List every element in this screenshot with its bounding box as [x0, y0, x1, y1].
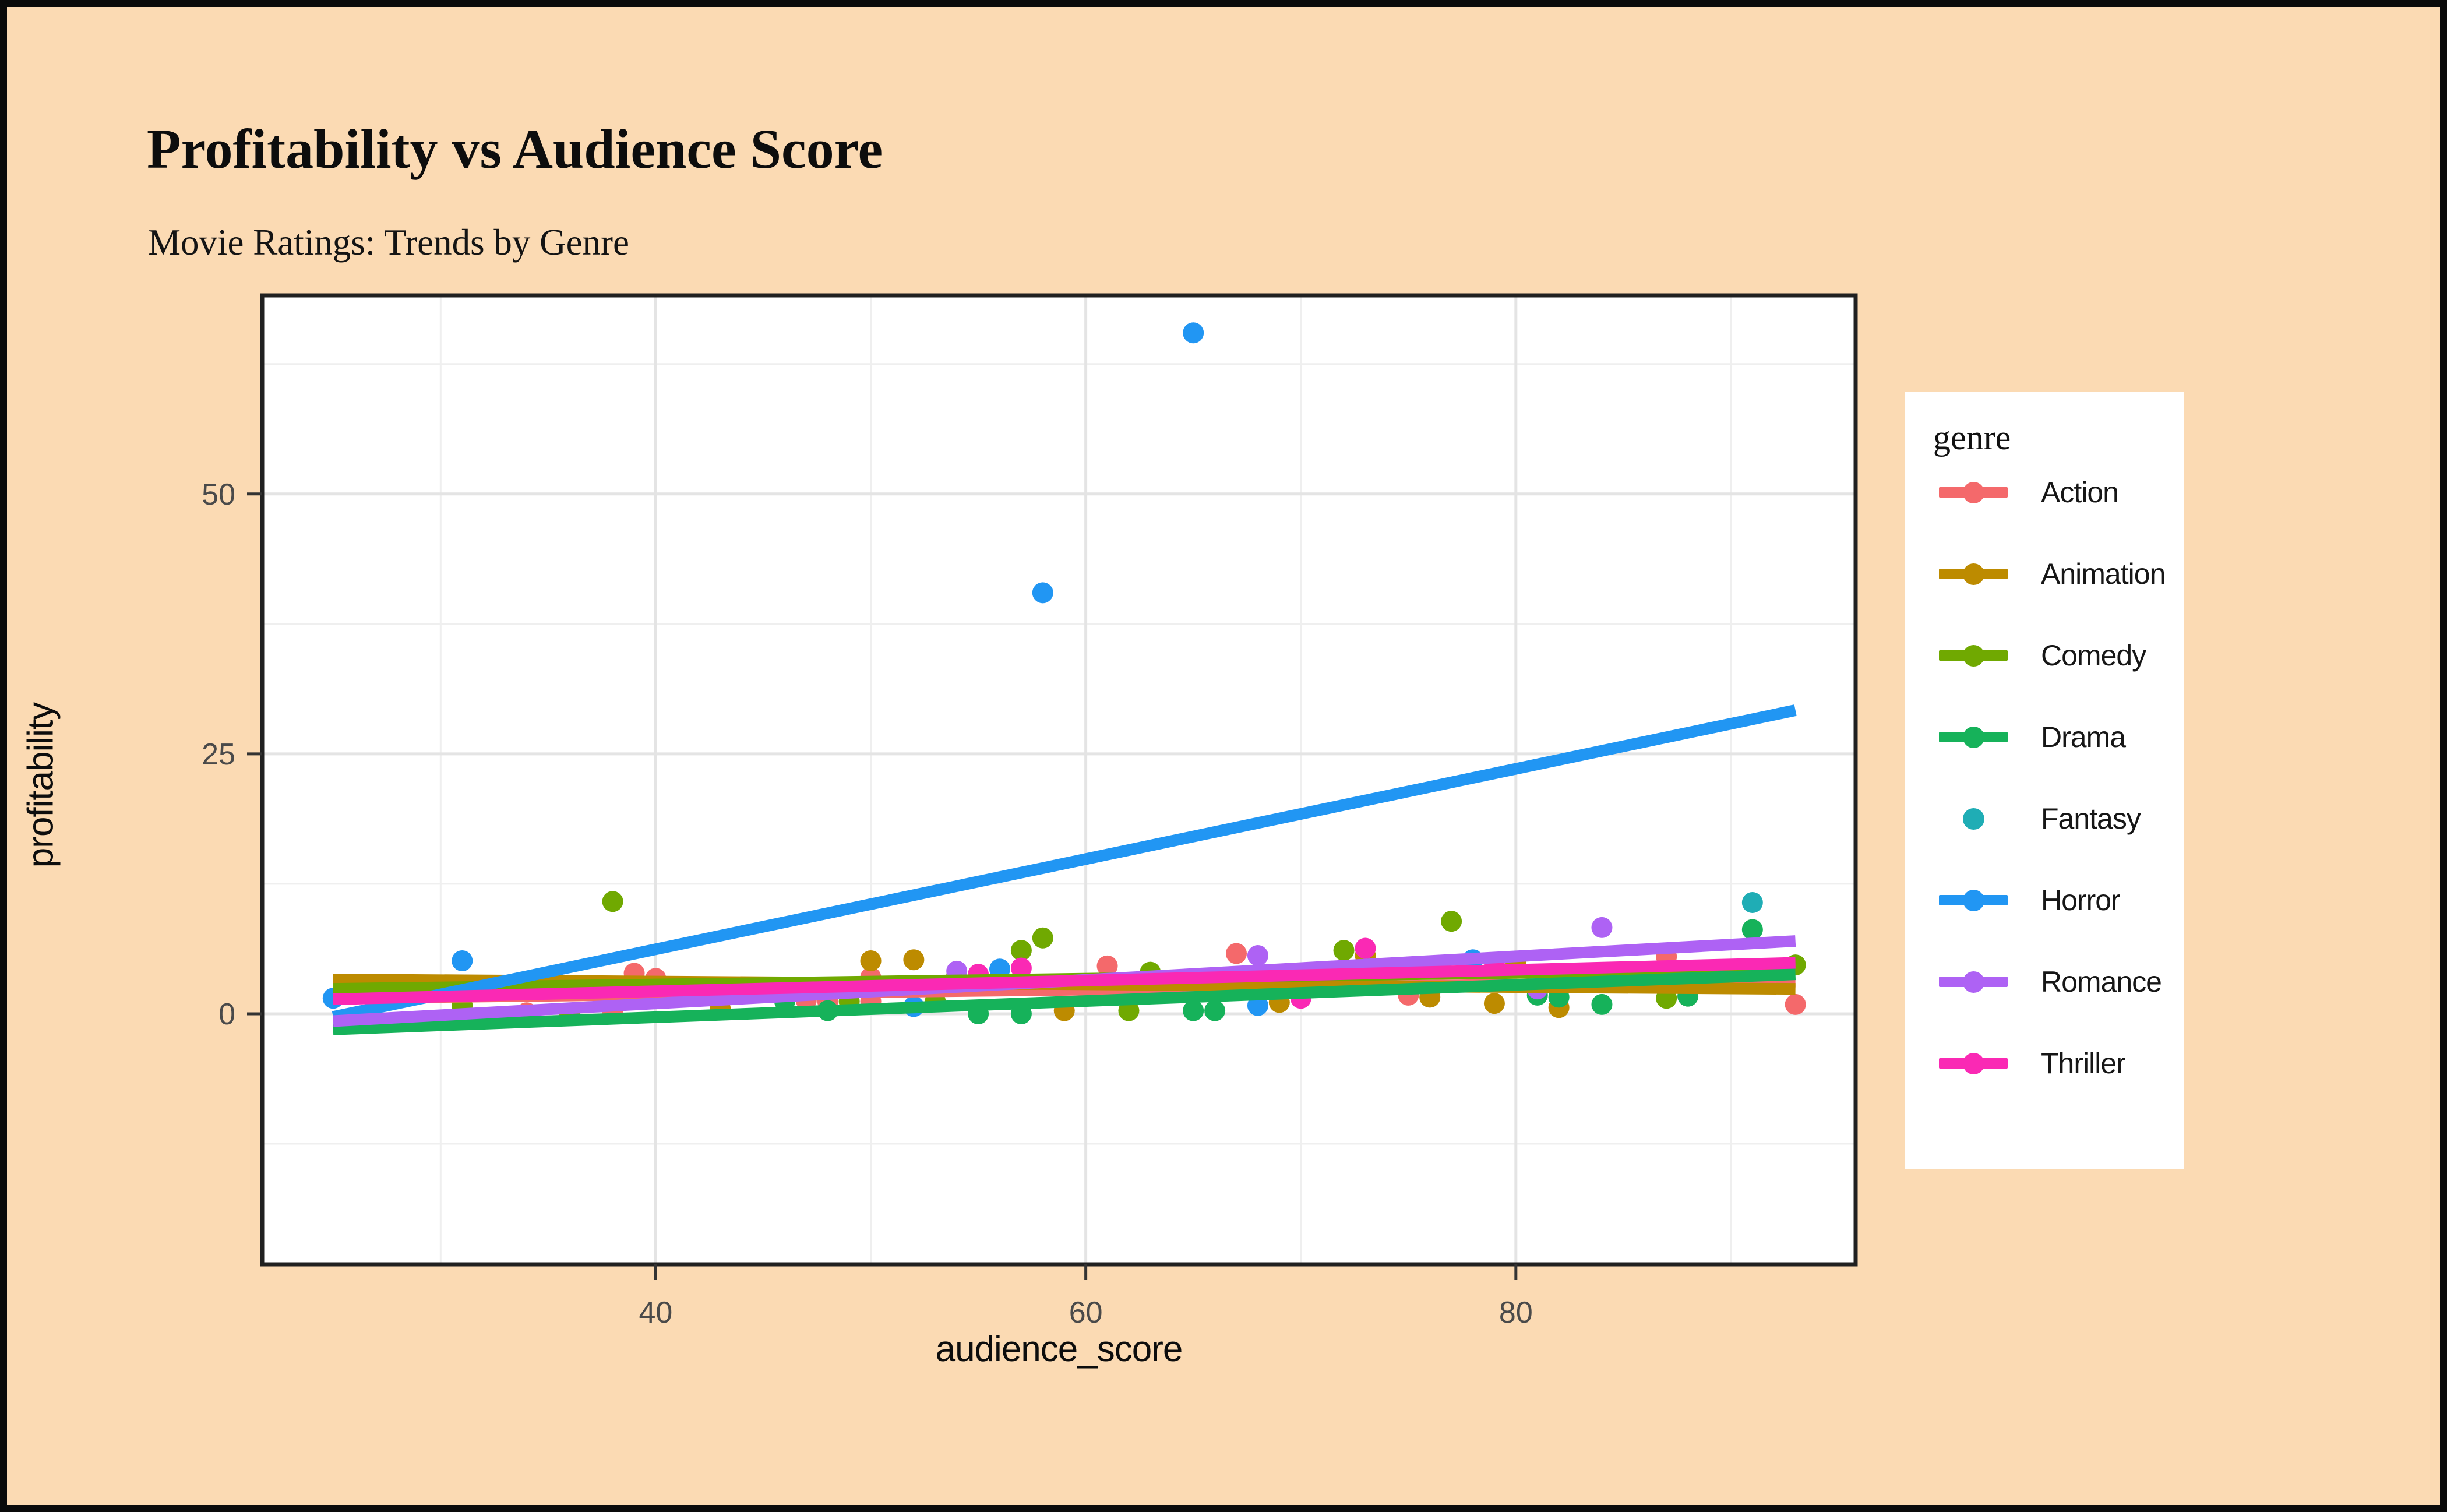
point-drama	[1741, 919, 1763, 940]
point-fantasy	[1741, 892, 1763, 914]
legend-item-horror: Horror	[1905, 859, 2184, 941]
legend-key-icon	[1939, 556, 2008, 591]
plot-panel: 40 60 80 0 25 50	[202, 293, 1858, 1330]
legend-key-icon	[1939, 801, 2008, 836]
legend-key-icon	[1939, 638, 2008, 673]
legend-item-thriller: Thriller	[1905, 1023, 2184, 1104]
point-drama	[1183, 1000, 1204, 1021]
point-horror	[1032, 582, 1053, 604]
point-animation	[903, 949, 925, 971]
legend-item-fantasy: Fantasy	[1905, 778, 2184, 859]
trendline-thriller	[333, 957, 1796, 1005]
legend-label: Romance	[2041, 965, 2162, 998]
x-tick-label: 60	[1069, 1296, 1103, 1330]
point-animation	[860, 950, 882, 971]
legend-item-comedy: Comedy	[1905, 615, 2184, 696]
legend-item-romance: Romance	[1905, 941, 2184, 1023]
y-tick-label: 50	[202, 478, 235, 512]
legend-dot-swatch	[1963, 971, 1984, 993]
legend-title: genre	[1933, 418, 2011, 457]
legend-label: Drama	[2041, 721, 2126, 753]
legend-items: Action Animation Comedy Drama Fantasy Horror R…	[1905, 452, 2184, 1104]
point-comedy	[1032, 927, 1053, 949]
point-drama	[1204, 1000, 1226, 1021]
point-drama	[1591, 993, 1613, 1015]
legend-key-icon	[1939, 1046, 2008, 1081]
point-comedy	[1010, 940, 1032, 961]
legend-dot-swatch	[1963, 727, 1984, 748]
point-horror	[1183, 322, 1204, 344]
point-thriller	[1355, 937, 1376, 959]
y-tick-label: 25	[202, 738, 235, 771]
trendline-drama	[333, 968, 1796, 1035]
legend-key-icon	[1939, 720, 2008, 755]
point-comedy	[1333, 940, 1355, 961]
legend-label: Horror	[2041, 884, 2121, 917]
chart-subtitle: Movie Ratings: Trends by Genre	[148, 222, 629, 263]
x-tick-label: 40	[639, 1296, 673, 1330]
legend-dot-swatch	[1963, 482, 1984, 503]
point-action	[1096, 955, 1118, 977]
legend-label: Animation	[2041, 558, 2166, 590]
legend-label: Action	[2041, 476, 2119, 509]
legend-box: genre Action Animation Comedy Drama Fantasy H…	[1905, 392, 2184, 1169]
y-tick-label: 0	[218, 998, 235, 1031]
point-animation	[1483, 993, 1505, 1014]
trendline-horror	[332, 704, 1797, 1023]
legend-label: Comedy	[2041, 639, 2146, 672]
legend-dot-swatch	[1963, 563, 1984, 585]
legend-key-icon	[1939, 883, 2008, 918]
point-comedy	[602, 891, 623, 912]
panel-background	[262, 295, 1856, 1264]
panel-border	[260, 293, 1858, 1267]
point-romance	[1591, 917, 1613, 938]
y-axis-title: profitability	[20, 702, 61, 868]
legend-dot-swatch	[1963, 1053, 1984, 1074]
chart-title: Profitability vs Audience Score	[147, 118, 883, 180]
point-action	[1785, 993, 1806, 1015]
legend-item-drama: Drama	[1905, 696, 2184, 778]
point-comedy	[1441, 911, 1462, 932]
legend-item-action: Action	[1905, 452, 2184, 533]
point-horror	[452, 950, 473, 971]
point-romance	[1247, 945, 1268, 967]
legend-dot-swatch	[1963, 890, 1984, 911]
legend-label: Thriller	[2041, 1047, 2126, 1080]
legend-label: Fantasy	[2041, 802, 2141, 835]
x-tick-label: 80	[1499, 1296, 1533, 1330]
point-action	[1226, 943, 1247, 964]
x-axis-title: audience_score	[935, 1329, 1183, 1369]
legend-item-animation: Animation	[1905, 533, 2184, 615]
legend-dot-swatch	[1963, 645, 1984, 667]
legend-dot-swatch	[1963, 808, 1984, 830]
legend-key-icon	[1939, 964, 2008, 999]
legend-key-icon	[1939, 475, 2008, 510]
point-thriller	[1010, 957, 1032, 979]
